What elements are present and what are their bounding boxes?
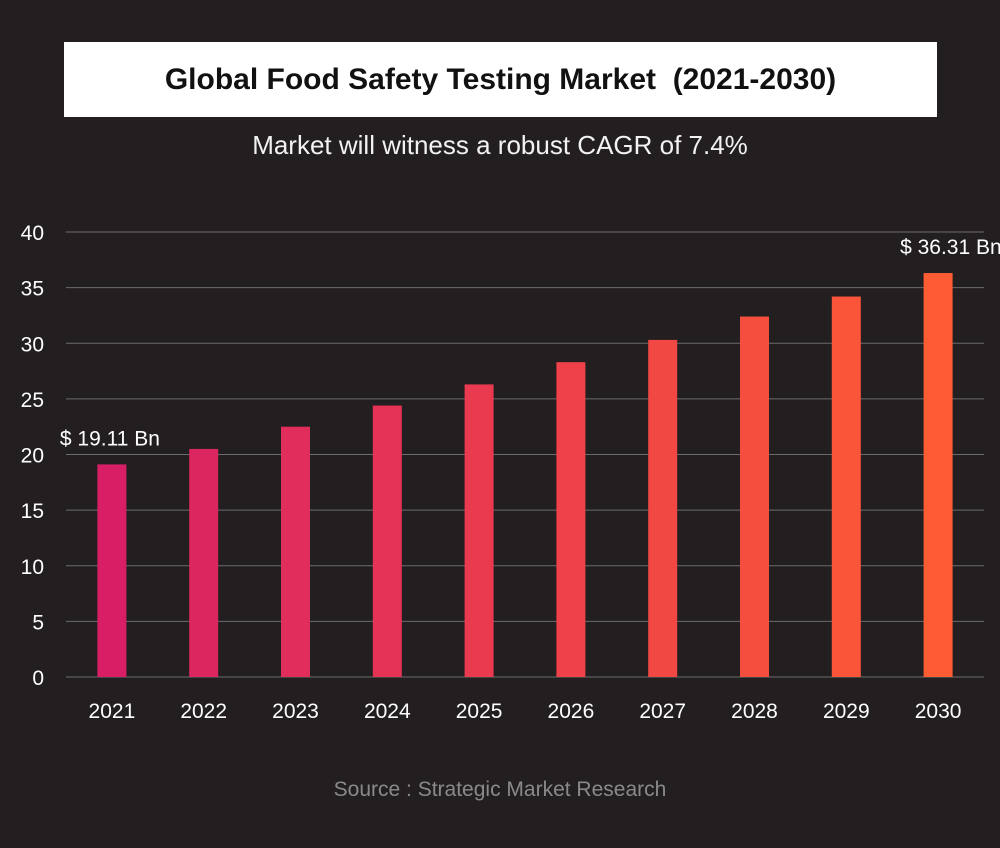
x-tick-label: 2023 — [272, 700, 319, 723]
title-box: Global Food Safety Testing Market (2021-… — [64, 42, 937, 117]
x-tick-label: 2024 — [364, 700, 411, 723]
bar-2028 — [740, 316, 769, 677]
y-tick-label: 0 — [32, 667, 44, 690]
x-tick-label: 2022 — [180, 700, 227, 723]
x-tick-label: 2026 — [548, 700, 595, 723]
bar-2023 — [281, 426, 310, 677]
x-tick-label: 2030 — [915, 700, 962, 723]
bar-2025 — [464, 384, 494, 677]
y-tick-label: 30 — [21, 333, 44, 356]
bar-2022 — [189, 448, 219, 677]
chart-subtitle: Market will witness a robust CAGR of 7.4… — [252, 130, 748, 160]
chart-title: Global Food Safety Testing Market (2021-… — [164, 62, 837, 96]
x-tick-label: 2021 — [89, 700, 136, 723]
bar-2024 — [372, 405, 402, 677]
source-note: Source : Strategic Market Research — [333, 778, 667, 801]
x-tick-label: 2029 — [823, 700, 870, 723]
y-tick-label: 35 — [21, 278, 44, 301]
data-label: $ 36.31 Bn — [900, 236, 1000, 259]
bar-2021 — [97, 464, 127, 677]
x-tick-label: 2028 — [731, 700, 778, 723]
y-tick-label: 5 — [32, 611, 44, 634]
y-tick-label: 10 — [21, 556, 44, 579]
x-tick-label: 2027 — [639, 700, 686, 723]
bar-2029 — [831, 296, 861, 677]
y-tick-label: 25 — [21, 389, 44, 412]
bar-2026 — [556, 362, 586, 677]
x-tick-label: 2025 — [456, 700, 503, 723]
y-tick-label: 20 — [21, 445, 44, 468]
y-tick-label: 40 — [21, 222, 44, 245]
bar-2027 — [648, 339, 678, 677]
data-label: $ 19.11 Bn — [60, 427, 160, 450]
bar-2030 — [923, 273, 953, 677]
y-tick-label: 15 — [21, 500, 44, 523]
